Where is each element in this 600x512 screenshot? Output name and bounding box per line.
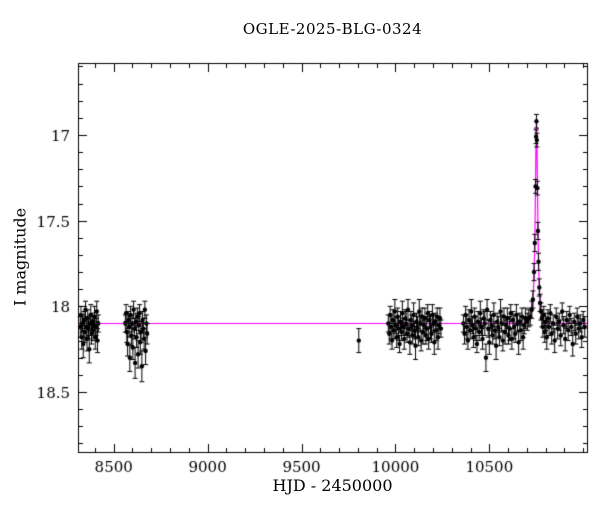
y-axis-label: I magnitude <box>10 207 30 307</box>
x-axis-label: HJD - 2450000 <box>272 476 393 495</box>
chart-title: OGLE-2025-BLG-0324 <box>242 20 423 38</box>
